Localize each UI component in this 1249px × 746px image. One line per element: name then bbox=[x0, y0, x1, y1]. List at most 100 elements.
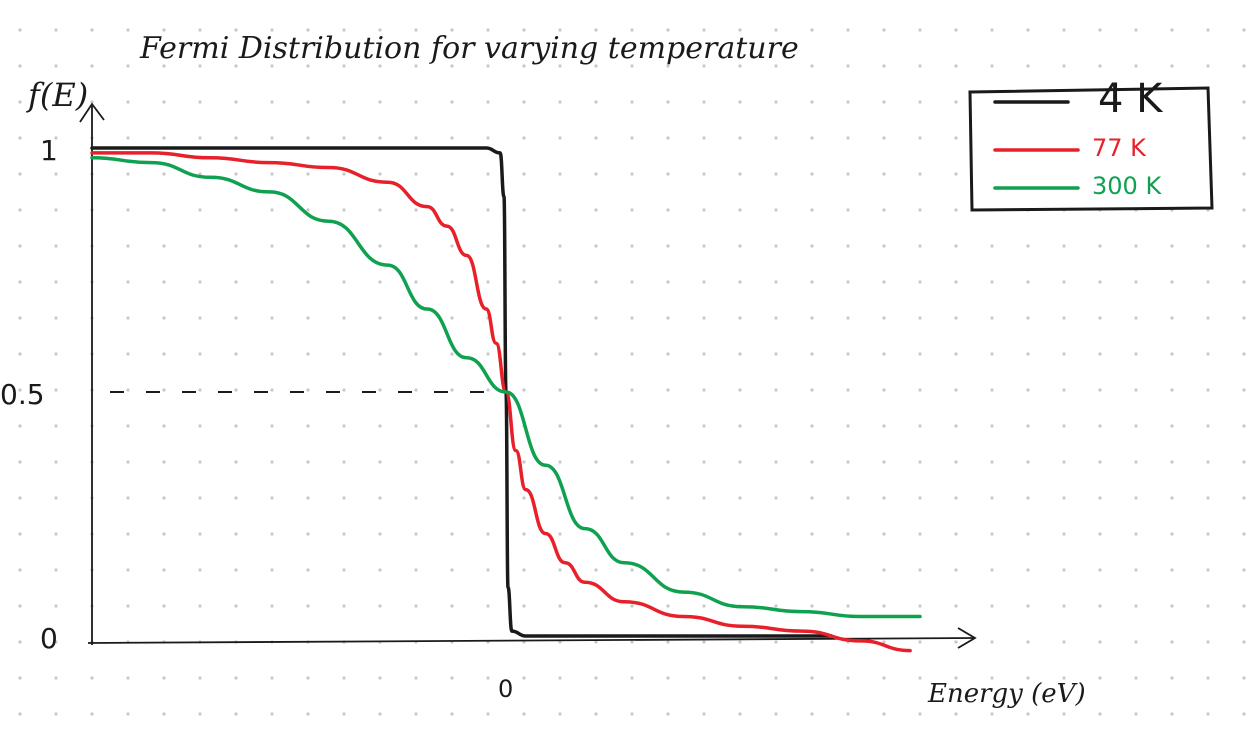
grid-dot bbox=[450, 712, 454, 716]
grid-dot bbox=[1206, 712, 1210, 716]
grid-dot bbox=[306, 460, 310, 464]
grid-dot bbox=[306, 28, 310, 32]
grid-dot bbox=[1062, 352, 1066, 356]
grid-dot bbox=[1026, 244, 1030, 248]
grid-dot bbox=[1170, 532, 1174, 536]
grid-dot bbox=[666, 388, 670, 392]
grid-dot bbox=[1242, 568, 1246, 572]
grid-dot bbox=[1206, 460, 1210, 464]
grid-dot bbox=[1206, 640, 1210, 644]
grid-dot bbox=[1098, 604, 1102, 608]
grid-dot bbox=[450, 280, 454, 284]
grid-dot bbox=[990, 640, 994, 644]
grid-dot bbox=[846, 280, 850, 284]
grid-dot bbox=[342, 532, 346, 536]
series-layer bbox=[90, 146, 922, 653]
grid-dot bbox=[1242, 712, 1246, 716]
grid-dot bbox=[486, 100, 490, 104]
grid-dot bbox=[558, 388, 562, 392]
grid-dot bbox=[162, 136, 166, 140]
grid-dot bbox=[594, 604, 598, 608]
grid-dot bbox=[342, 172, 346, 176]
grid-dot bbox=[450, 64, 454, 68]
grid-dot bbox=[594, 280, 598, 284]
grid-dot bbox=[414, 424, 418, 428]
grid-dot bbox=[126, 280, 130, 284]
grid-dot bbox=[1026, 388, 1030, 392]
grid-dot bbox=[378, 604, 382, 608]
grid-dot bbox=[378, 352, 382, 356]
grid-dot bbox=[846, 460, 850, 464]
grid-dot bbox=[414, 64, 418, 68]
grid-dot bbox=[810, 424, 814, 428]
grid-dot bbox=[90, 676, 94, 680]
grid-dot bbox=[594, 568, 598, 572]
grid-dot bbox=[270, 172, 274, 176]
grid-dot bbox=[1242, 28, 1246, 32]
grid-dot bbox=[810, 208, 814, 212]
grid-dot bbox=[774, 136, 778, 140]
grid-dot bbox=[378, 460, 382, 464]
grid-dot bbox=[954, 388, 958, 392]
grid-dot bbox=[918, 604, 922, 608]
legend-label: 300 K bbox=[1092, 172, 1162, 200]
grid-dot bbox=[666, 100, 670, 104]
grid-dot bbox=[1170, 64, 1174, 68]
grid-dot bbox=[630, 316, 634, 320]
grid-dot bbox=[630, 100, 634, 104]
grid-dot bbox=[486, 604, 490, 608]
grid-dot bbox=[54, 424, 58, 428]
grid-dot bbox=[594, 352, 598, 356]
grid-dot bbox=[558, 136, 562, 140]
grid-dot bbox=[918, 676, 922, 680]
grid-dot bbox=[558, 712, 562, 716]
grid-dot bbox=[1026, 280, 1030, 284]
grid-dot bbox=[846, 388, 850, 392]
grid-dot bbox=[54, 28, 58, 32]
grid-dot bbox=[522, 388, 526, 392]
grid-dot bbox=[1170, 352, 1174, 356]
tick-labels: 0 0.5 1 0 bbox=[0, 134, 513, 703]
grid-dot bbox=[54, 316, 58, 320]
grid-dot bbox=[1242, 316, 1246, 320]
grid-dot bbox=[882, 280, 886, 284]
grid-dot bbox=[918, 712, 922, 716]
grid-dot bbox=[846, 568, 850, 572]
grid-dot bbox=[126, 388, 130, 392]
grid-dot bbox=[954, 28, 958, 32]
grid-dot bbox=[738, 568, 742, 572]
grid-dot bbox=[198, 604, 202, 608]
grid-dot bbox=[666, 604, 670, 608]
grid-dot bbox=[306, 64, 310, 68]
grid-dot bbox=[162, 280, 166, 284]
grid-dot bbox=[702, 388, 706, 392]
grid-dot bbox=[1062, 532, 1066, 536]
grid-dot bbox=[486, 208, 490, 212]
grid-dot bbox=[1026, 64, 1030, 68]
grid-dot bbox=[954, 604, 958, 608]
grid-dot bbox=[810, 64, 814, 68]
grid-dot bbox=[1242, 388, 1246, 392]
grid-dot bbox=[810, 640, 814, 644]
grid-dot bbox=[522, 460, 526, 464]
grid-dot bbox=[522, 172, 526, 176]
grid-dot bbox=[18, 532, 22, 536]
grid-dot bbox=[198, 280, 202, 284]
grid-dot bbox=[702, 64, 706, 68]
grid-dot bbox=[1098, 352, 1102, 356]
grid-dot bbox=[558, 460, 562, 464]
grid-dot bbox=[702, 676, 706, 680]
grid-dot bbox=[126, 208, 130, 212]
grid-dot bbox=[774, 100, 778, 104]
grid-dot bbox=[630, 208, 634, 212]
grid-dot bbox=[126, 460, 130, 464]
grid-dot bbox=[162, 712, 166, 716]
grid-dot bbox=[90, 28, 94, 32]
grid-dot bbox=[306, 136, 310, 140]
grid-dot bbox=[486, 172, 490, 176]
grid-dot bbox=[1206, 244, 1210, 248]
grid-dot bbox=[234, 460, 238, 464]
grid-dot bbox=[954, 244, 958, 248]
grid-dot bbox=[702, 208, 706, 212]
grid-dot bbox=[738, 388, 742, 392]
